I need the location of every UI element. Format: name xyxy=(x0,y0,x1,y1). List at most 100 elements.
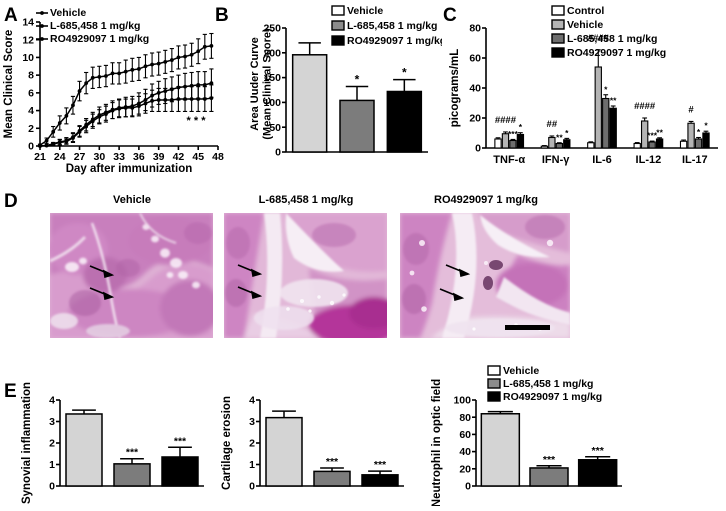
panel-c-bar xyxy=(587,142,595,149)
panel-c-bar xyxy=(494,138,502,149)
panel-c-annotation: *** xyxy=(647,131,658,141)
panel-e1-ytick: 4 xyxy=(249,395,255,407)
panel-a-significance: * * * xyxy=(187,115,207,127)
panel-c-bar xyxy=(655,138,664,149)
panel-c-bar xyxy=(633,142,641,149)
panel-c-bar xyxy=(648,141,656,149)
panel-c-ylabel: picograms/mL xyxy=(449,49,461,128)
panel-b-ytick: 200 xyxy=(263,47,281,59)
panel-e0-bar xyxy=(113,463,151,487)
panel-c-bar xyxy=(555,142,564,149)
histology-arrows-vehicle xyxy=(89,265,115,301)
panel-c-bar xyxy=(694,138,703,149)
panel-d-title-1: L-685,458 1 mg/kg xyxy=(258,194,354,206)
panel-a-legend-label: RO4929097 1 mg/kg xyxy=(50,33,149,45)
panel-c-xtick: IL-6 xyxy=(592,154,612,166)
panel-c-annotation: * xyxy=(697,127,701,137)
histology-svg-ro4929097 xyxy=(400,213,570,338)
panel-c-group-annotation: #### xyxy=(588,33,610,44)
panel-c-annotation: ** xyxy=(556,132,563,142)
panel-c-xtick: IL-17 xyxy=(682,154,708,166)
panel-e2-annotation: *** xyxy=(592,445,605,457)
panel-c-bar xyxy=(594,66,602,149)
panel-b-chart: 0 50 100 150 200 250 Area Uuder Curve(Mean Cli… xyxy=(228,0,446,188)
histology-arrows-ro4929097 xyxy=(439,264,471,302)
panel-c-group-annotation: #### xyxy=(634,101,656,112)
panel-c-ytick: 80 xyxy=(469,23,481,35)
panel-a-xtick: 27 xyxy=(74,151,86,163)
histology-image-vehicle xyxy=(50,213,213,338)
panel-e1-ytick: 0 xyxy=(249,481,255,493)
panel-c-xtick: IL-12 xyxy=(636,154,662,166)
panel-b-ytick: 250 xyxy=(263,23,281,35)
panel-c-group-annotation: ## xyxy=(547,119,558,130)
panel-a-xtick: 21 xyxy=(34,151,46,163)
panel-c-ytick: 20 xyxy=(469,113,481,125)
panel-e-chart-cartilage: 0 1 2 3 4 Cartilage erosion *** *** xyxy=(216,378,416,506)
panel-b-label: B xyxy=(215,5,229,26)
panel-e0-ylabel: Synovial inflammation xyxy=(21,382,33,504)
panel-a-ytick: 8 xyxy=(28,70,34,82)
panel-a-series xyxy=(37,32,214,148)
panel-c-bar xyxy=(609,107,617,149)
panel-e0-ytick: 0 xyxy=(49,481,55,493)
panel-e0-annotation: *** xyxy=(126,447,139,459)
panel-c-bar xyxy=(679,140,688,149)
panel-e-label: E xyxy=(4,381,17,402)
panel-c-bar xyxy=(563,139,571,149)
panel-c-legend-label: Control xyxy=(567,5,604,17)
panel-e2-ytick: 100 xyxy=(453,395,471,407)
panel-e1-annotation: *** xyxy=(374,459,387,471)
panel-a-xtick: 48 xyxy=(212,151,224,163)
panel-b-legend-label: L-685,458 1 mg/kg xyxy=(347,20,437,32)
panel-c-ytick: 0 xyxy=(475,143,481,155)
panel-b-ytick: 50 xyxy=(269,122,281,134)
panel-b-ytick: 100 xyxy=(263,97,281,109)
histology-image-l685458 xyxy=(224,213,387,338)
panel-e1-bars xyxy=(265,410,399,487)
panel-c-legend-label: Vehicle xyxy=(567,19,603,31)
panel-c-chart: 0 20 40 60 80 picograms/mL *** * TNF-α #### ** * IFN… xyxy=(442,0,726,188)
panel-a-xtick: 24 xyxy=(54,151,66,163)
panel-a-ytick: 2 xyxy=(28,123,34,135)
panel-b-ylabel: Area Uuder Curve(Mean Clinical Score) xyxy=(249,28,274,140)
panel-a-xtick: 45 xyxy=(192,151,204,163)
panel-d-label: D xyxy=(4,191,18,212)
panel-c-annotation: ** xyxy=(610,96,617,106)
panel-e2-ytick: 0 xyxy=(465,481,471,493)
panel-e1-ytick: 3 xyxy=(249,416,255,428)
panel-e2-ytick: 60 xyxy=(459,429,471,441)
panel-d-title-2: RO4929097 1 mg/kg xyxy=(434,194,538,206)
panel-c-group-annotation: #### xyxy=(495,115,517,126)
panel-a-ytick: 6 xyxy=(28,87,34,99)
panel-e1-ytick: 2 xyxy=(249,438,255,450)
panel-e0-annotation: *** xyxy=(174,435,187,447)
panel-e0-bars xyxy=(65,409,199,487)
panel-e-legend-label: RO4929097 1 mg/kg xyxy=(503,391,602,403)
panel-e-chart-neutrophil: 0 20 40 60 80 100 Neutrophil in optic field ***… xyxy=(426,364,656,507)
panel-c-legend-label: L-685,458 1 mg/kg xyxy=(567,33,657,45)
panel-c-legend: Control Vehicle L-685,458 1 mg/kg RO4929097… xyxy=(551,5,666,59)
panel-a-xtick: 42 xyxy=(173,151,185,163)
panel-c-annotation: * xyxy=(704,121,708,131)
panel-c-annotation: *** xyxy=(508,129,519,139)
panel-a-xlabel: Day after immunization xyxy=(66,163,193,175)
panel-c-legend-label: RO4929097 1 mg/kg xyxy=(567,47,666,59)
panel-e0-ytick: 1 xyxy=(49,459,55,471)
panel-b-bars xyxy=(291,42,423,153)
histology-arrows-l685458 xyxy=(237,264,263,300)
panel-c-bar xyxy=(702,132,710,149)
panel-c-bar xyxy=(548,136,556,149)
panel-a-ylabel: Mean Clinical Score xyxy=(3,30,15,139)
panel-e0-ytick: 4 xyxy=(49,395,55,407)
panel-a-ytick: 4 xyxy=(28,105,34,117)
histology-svg-vehicle xyxy=(50,213,213,338)
panel-a-legend-label: L-685,458 1 mg/kg xyxy=(50,20,140,32)
panel-a-xtick: 33 xyxy=(113,151,125,163)
panel-a-ytick: 0 xyxy=(28,141,34,153)
histology-svg-l685458 xyxy=(224,213,387,338)
panel-e2-annotation: *** xyxy=(543,454,556,466)
panel-b-annotation: * xyxy=(402,66,407,80)
